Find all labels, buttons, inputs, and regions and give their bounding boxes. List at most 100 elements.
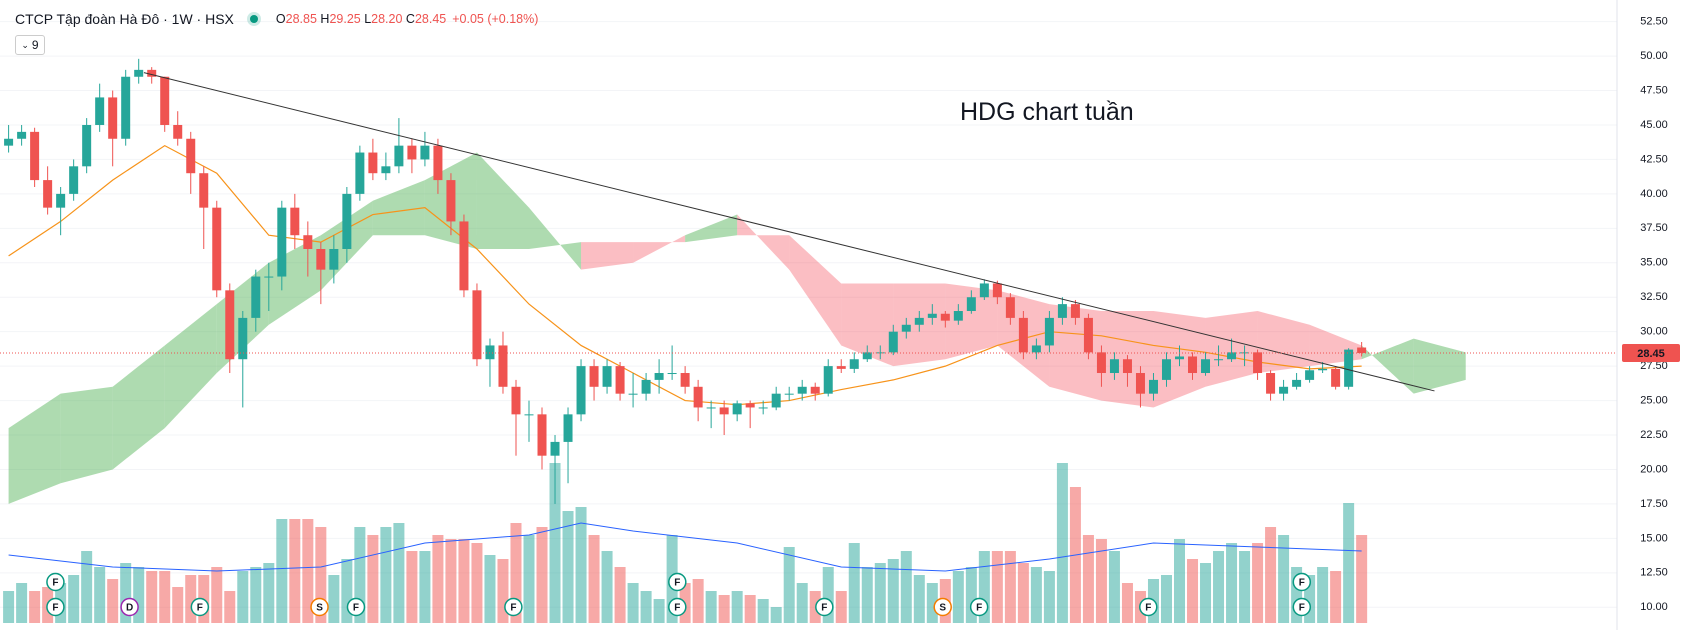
- candle-body: [602, 366, 612, 387]
- y-tick-label: 27.50: [1640, 360, 1668, 372]
- candle-body: [472, 290, 482, 360]
- volume-bar: [1004, 551, 1016, 623]
- annotation: HDG chart tuần: [960, 98, 1134, 126]
- candle-body: [1057, 304, 1067, 318]
- candle-body: [1109, 359, 1119, 374]
- volume-bar: [718, 595, 730, 623]
- ohlc-legend: O28.85 H29.25 L28.20 C28.45: [276, 12, 446, 26]
- volume-bar: [1082, 535, 1094, 623]
- candle-body: [1253, 352, 1263, 374]
- candle-body: [1331, 368, 1341, 387]
- volume-bar: [783, 547, 795, 623]
- volume-bar: [900, 551, 912, 623]
- volume-bar: [874, 563, 886, 623]
- volume-bar: [1017, 563, 1029, 623]
- indicator-toggle[interactable]: ⌄ 9: [15, 35, 45, 55]
- candle-body: [1005, 297, 1015, 318]
- candle-body: [95, 97, 105, 125]
- volume-bar: [1265, 527, 1277, 623]
- candle-body: [875, 352, 885, 354]
- candle-body: [888, 331, 898, 353]
- candle-body: [485, 345, 495, 360]
- event-marker: [1139, 597, 1158, 617]
- volume-bar: [250, 567, 262, 623]
- candle-body: [264, 276, 274, 278]
- indicator-count: 9: [31, 38, 39, 52]
- volume-bar: [614, 567, 626, 623]
- volume-bar: [523, 535, 535, 623]
- y-tick-label: 22.50: [1640, 429, 1668, 441]
- volume-bar: [81, 551, 93, 623]
- candle-body: [69, 166, 79, 194]
- y-tick-label: 47.50: [1640, 84, 1668, 96]
- event-marker: [120, 597, 139, 617]
- candle-body: [550, 441, 560, 456]
- volume-bar: [575, 507, 587, 623]
- candle-body: [615, 366, 625, 394]
- candle-body: [420, 145, 430, 160]
- candle-body: [17, 131, 27, 139]
- candle-body: [576, 366, 586, 415]
- candle-body: [927, 313, 937, 318]
- volume-bar: [120, 563, 132, 623]
- candle-body: [758, 407, 768, 409]
- volume-bar: [393, 523, 405, 623]
- y-tick-label: 10.00: [1640, 601, 1668, 613]
- y-tick-label: 17.50: [1640, 498, 1668, 510]
- volume-bar: [133, 567, 145, 623]
- candle-body: [1175, 356, 1184, 360]
- volume-bar: [978, 551, 990, 623]
- candle-body: [914, 317, 924, 325]
- y-tick-label: 15.00: [1640, 532, 1668, 544]
- chevron: ⌄: [21, 39, 29, 50]
- candle-body: [238, 317, 248, 360]
- event-marker: [46, 572, 65, 592]
- cloud-segment: [372, 180, 425, 236]
- volume-bar: [419, 551, 431, 623]
- event-marker: [310, 597, 329, 617]
- event-label: F: [976, 603, 982, 614]
- event-label: F: [821, 603, 827, 614]
- candle-body: [303, 235, 313, 249]
- volume-bar: [159, 571, 171, 623]
- volume-bar: [1213, 551, 1225, 623]
- candle-body: [355, 152, 365, 194]
- y-tick-label: 30.00: [1640, 326, 1668, 338]
- ohlc-key: O: [275, 12, 286, 26]
- candle-body: [524, 414, 534, 416]
- cloud-segment: [633, 235, 686, 263]
- volume-bar: [432, 535, 444, 623]
- ohlc-key: C: [405, 12, 415, 26]
- volume-bar: [913, 575, 925, 623]
- volume-bar: [276, 519, 288, 623]
- event-label: F: [52, 578, 58, 589]
- volume-bar: [952, 571, 964, 623]
- candle-body: [329, 248, 339, 270]
- event-label: F: [1145, 603, 1151, 614]
- volume-bar: [549, 463, 561, 623]
- event-label: F: [52, 603, 58, 614]
- volume-bar: [991, 551, 1003, 623]
- volume-bar: [1043, 571, 1055, 623]
- candle-body: [43, 180, 53, 208]
- volume-bar: [705, 591, 717, 623]
- event-label: F: [674, 603, 680, 614]
- candle-body: [1344, 349, 1354, 387]
- candle-body: [381, 166, 391, 174]
- volume-bar: [94, 567, 106, 623]
- event-marker: [190, 597, 210, 617]
- volume-bar: [744, 595, 756, 623]
- candle-body: [732, 403, 742, 415]
- volume-bar: [1356, 535, 1368, 623]
- candle-body: [1135, 373, 1145, 394]
- volume-bar: [172, 587, 184, 623]
- candle-body: [134, 69, 144, 77]
- cloud-segment: [789, 235, 842, 346]
- event-label: F: [353, 603, 359, 614]
- candle-body: [277, 207, 287, 277]
- volume-bar: [302, 519, 314, 623]
- candle-body: [1305, 370, 1315, 380]
- volume-bar: [367, 535, 379, 623]
- ohlc-value: 28.20: [371, 12, 403, 26]
